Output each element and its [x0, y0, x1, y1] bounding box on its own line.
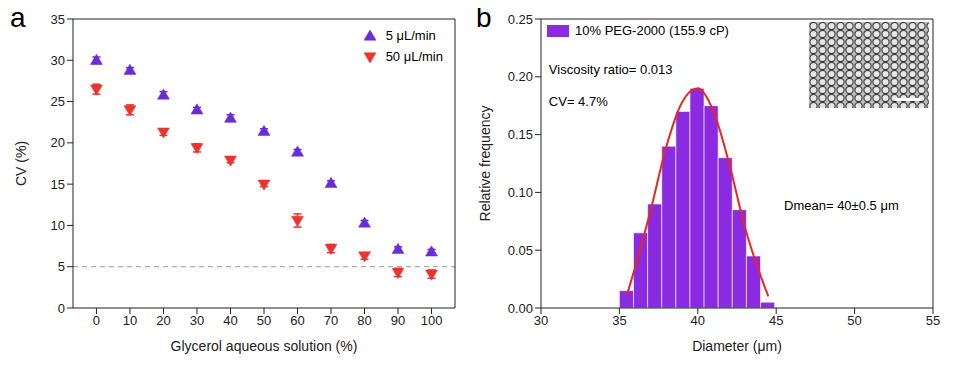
svg-text:0.25: 0.25 — [508, 12, 533, 27]
svg-text:35: 35 — [51, 12, 65, 27]
svg-text:30: 30 — [190, 313, 204, 328]
svg-text:90: 90 — [391, 313, 405, 328]
html-text:a: a — [10, 2, 26, 33]
svg-text:40: 40 — [223, 313, 237, 328]
svg-text:0: 0 — [93, 313, 100, 328]
html-text:Dmean= 40±0.5 μm: Dmean= 40±0.5 μm — [784, 198, 899, 214]
svg-text:5: 5 — [58, 259, 65, 274]
svg-text:55: 55 — [926, 313, 940, 328]
svg-text:25: 25 — [51, 94, 65, 109]
svg-text:100: 100 — [421, 313, 443, 328]
svg-text:Relative frequency: Relative frequency — [477, 106, 493, 222]
svg-text:20: 20 — [51, 135, 65, 150]
svg-text:15: 15 — [51, 177, 65, 192]
html-text:CV= 4.7%: CV= 4.7% — [548, 94, 608, 110]
svg-text:0.15: 0.15 — [508, 127, 533, 142]
svg-text:10: 10 — [51, 218, 65, 233]
svg-text:80: 80 — [357, 313, 371, 328]
svg-text:30: 30 — [534, 313, 548, 328]
svg-text:0.10: 0.10 — [508, 185, 533, 200]
html-text:b: b — [476, 2, 492, 33]
svg-text:30: 30 — [51, 53, 65, 68]
svg-text:35: 35 — [612, 313, 626, 328]
svg-text:40: 40 — [691, 313, 705, 328]
svg-text:Glycerol aqueous solution (%): Glycerol aqueous solution (%) — [171, 338, 358, 354]
svg-text:CV (%): CV (%) — [13, 141, 29, 186]
html-text:Viscosity ratio= 0.013: Viscosity ratio= 0.013 — [548, 62, 673, 78]
svg-text:Diameter (μm): Diameter (μm) — [692, 338, 782, 354]
html-text:5 μL/min: 5 μL/min — [385, 28, 436, 43]
svg-text:0.20: 0.20 — [508, 69, 533, 84]
svg-text:50: 50 — [847, 313, 861, 328]
svg-text:10: 10 — [123, 313, 137, 328]
svg-text:60: 60 — [290, 313, 304, 328]
svg-text:20: 20 — [156, 313, 170, 328]
svg-text:0.00: 0.00 — [508, 301, 533, 316]
svg-text:70: 70 — [324, 313, 338, 328]
html-text:50 μL/min: 50 μL/min — [385, 49, 443, 64]
svg-text:45: 45 — [769, 313, 783, 328]
html-text:10% PEG-2000 (155.9 cP): 10% PEG-2000 (155.9 cP) — [575, 23, 729, 38]
svg-text:50: 50 — [257, 313, 271, 328]
svg-text:0.05: 0.05 — [508, 243, 533, 258]
svg-text:0: 0 — [58, 301, 65, 316]
